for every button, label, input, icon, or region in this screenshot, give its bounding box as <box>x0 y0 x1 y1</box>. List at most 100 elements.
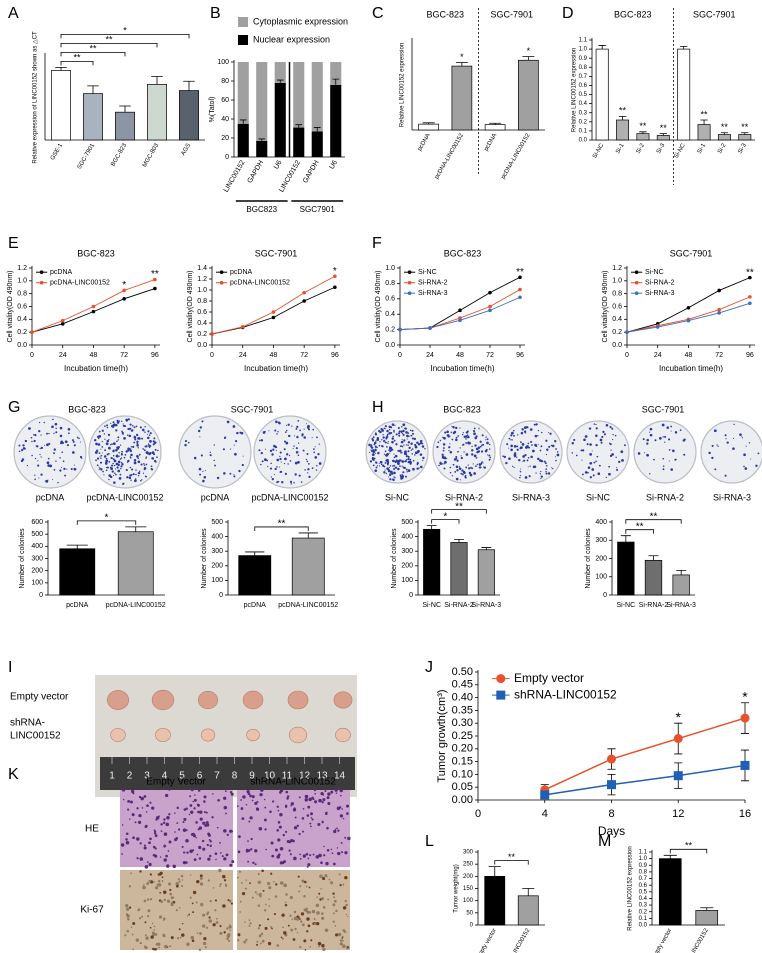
cell-nucleus <box>181 879 184 881</box>
colony <box>229 448 232 450</box>
bar <box>291 537 325 596</box>
colony <box>373 441 377 445</box>
bar <box>238 555 272 596</box>
colony <box>287 463 289 465</box>
cell-nucleus <box>308 797 312 802</box>
cell-nucleus <box>158 915 163 919</box>
x-tick-label: 96 <box>151 352 159 359</box>
colony <box>540 470 542 473</box>
colony <box>53 468 56 471</box>
colony <box>589 443 592 446</box>
colony <box>122 423 124 425</box>
bar <box>451 65 473 131</box>
colony <box>113 481 116 484</box>
colony <box>541 431 543 434</box>
colony <box>451 438 454 441</box>
colony <box>488 448 491 450</box>
point <box>39 270 44 275</box>
cell-nucleus <box>197 828 200 831</box>
row-label: Ki-67 <box>80 905 104 916</box>
bar <box>517 895 539 926</box>
y-tick-label: 400 <box>595 519 607 526</box>
colony <box>407 441 411 444</box>
colony <box>290 483 292 485</box>
cell-nucleus <box>193 807 196 810</box>
cell-nucleus <box>342 817 345 820</box>
colony <box>307 428 311 431</box>
cell-nucleus <box>169 945 172 948</box>
colony <box>100 454 103 457</box>
colony <box>380 463 383 466</box>
colony <box>316 436 318 439</box>
cell-nucleus <box>208 838 211 841</box>
colony <box>143 430 145 432</box>
colony <box>513 455 516 458</box>
y-tick-label: 0.35 <box>452 704 473 716</box>
x-tick-label: 24 <box>654 352 662 359</box>
cell-nucleus <box>305 909 309 913</box>
error-bar <box>422 122 435 125</box>
colony <box>527 442 530 445</box>
cell-nucleus <box>223 857 227 861</box>
colony <box>119 458 122 460</box>
x-tick-label: Si-NC <box>616 602 635 609</box>
cell-nucleus <box>138 917 142 920</box>
colony <box>270 476 272 478</box>
y-tick-label: 100 <box>401 577 413 584</box>
significance-label: ** <box>741 122 749 132</box>
significance-bracket <box>60 51 126 57</box>
cell-nucleus <box>276 805 279 808</box>
cell-nucleus <box>218 868 222 873</box>
cell-nucleus <box>200 902 204 907</box>
colony <box>130 479 132 481</box>
cell-nucleus <box>204 824 208 827</box>
colony <box>234 452 237 456</box>
cell-nucleus <box>326 796 330 800</box>
cell-nucleus <box>154 854 158 858</box>
cell-nucleus <box>279 812 283 817</box>
colony <box>72 440 75 443</box>
colony <box>376 437 380 440</box>
y-tick-label: 300 <box>401 548 413 555</box>
cell-nucleus <box>263 798 266 801</box>
point <box>271 310 276 314</box>
cell-nucleus <box>196 880 200 884</box>
colony <box>111 468 113 470</box>
colony <box>682 439 686 442</box>
cell-nucleus <box>125 838 128 841</box>
colony <box>575 454 578 457</box>
colony <box>292 448 294 450</box>
colony <box>101 440 103 443</box>
x-tick-label: 8 <box>608 808 614 820</box>
colony <box>375 440 377 442</box>
colony <box>34 433 37 437</box>
cell-nucleus <box>149 898 153 901</box>
colony <box>108 474 112 477</box>
colony <box>113 474 115 476</box>
colony <box>40 456 42 458</box>
y-tick-label: 0.5 <box>639 889 648 895</box>
colony <box>126 461 129 463</box>
culture-plate <box>365 420 429 484</box>
cell-nucleus <box>326 848 330 852</box>
colony <box>519 474 521 477</box>
colony <box>275 420 278 424</box>
colony <box>439 461 442 464</box>
colony <box>59 426 63 430</box>
colony <box>131 429 134 432</box>
cell-nucleus <box>288 840 291 843</box>
colony <box>583 438 586 442</box>
colony <box>209 451 211 453</box>
colony <box>94 451 98 454</box>
cell-nucleus <box>192 834 197 838</box>
x-tick-label: 12 <box>672 808 684 820</box>
colony <box>157 449 159 452</box>
colony <box>106 439 109 443</box>
colony <box>121 430 123 433</box>
cell-nucleus <box>223 805 228 810</box>
colony <box>438 464 440 467</box>
tumor <box>198 690 218 710</box>
cell-nucleus <box>149 801 152 804</box>
cell-nucleus <box>195 837 197 839</box>
